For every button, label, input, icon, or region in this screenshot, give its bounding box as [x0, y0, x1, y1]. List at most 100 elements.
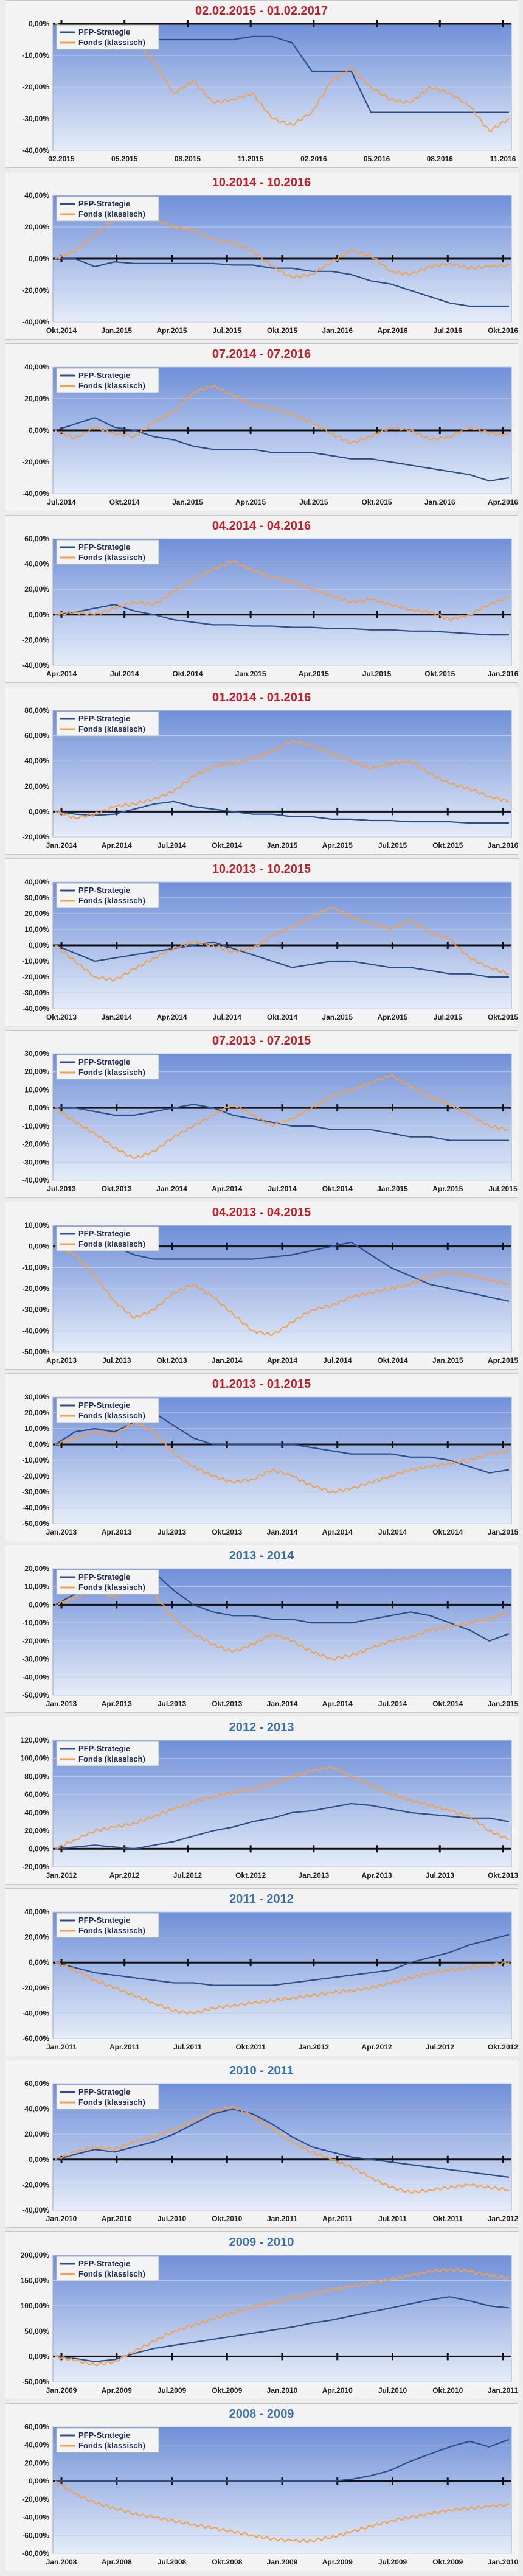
y-tick-label: 60,00% [24, 732, 49, 740]
chart-panel: 04.2013 - 04.2015 10,00% 0,00% -10,00% -20,0… [5, 1202, 518, 1370]
legend-label: Fonds (klassisch) [78, 724, 145, 733]
series-line-fonds-klassisch [55, 2105, 510, 2194]
y-tick-label: 20,00% [24, 223, 49, 231]
y-tick-label: -30,00% [22, 1655, 49, 1664]
legend-label: PFP-Strategie [78, 542, 130, 551]
y-tick-label: 40,00% [24, 1908, 49, 1916]
x-tick-label: Okt.2014 [46, 326, 77, 335]
x-tick-label: Jul.2014 [378, 1699, 407, 1708]
x-tick-label: Apr.2015 [432, 1185, 463, 1193]
y-tick-label: -60,00% [22, 2034, 49, 2043]
x-tick-label: Apr.2015 [322, 841, 353, 850]
y-tick-label: 20,00% [24, 909, 49, 918]
y-tick-label: 0,00% [29, 611, 49, 619]
x-tick-label: Okt.2012 [235, 1871, 266, 1880]
y-tick-label: -20,00% [22, 1984, 49, 1992]
x-tick-label: Okt.2013 [156, 1356, 187, 1365]
x-tick-label: Jul.2010 [378, 2386, 407, 2395]
x-tick-label: Jul.2009 [378, 2558, 407, 2566]
x-tick-label: Jan.2014 [212, 1356, 243, 1365]
x-tick-label: Apr.2013 [102, 1699, 132, 1708]
line-chart: 200,00%150,00%100,00%50,00%0,00%-50,00%J… [21, 2251, 518, 2395]
legend-label: PFP-Strategie [78, 371, 130, 380]
y-tick-label: -20,00% [22, 1284, 49, 1293]
x-tick-label: Okt.2008 [212, 2558, 242, 2566]
series-line-fonds-klassisch [55, 739, 510, 819]
x-tick-label: Apr.2016 [377, 326, 407, 335]
x-tick-label: Okt.2009 [432, 2558, 463, 2566]
y-tick-label: 60,00% [24, 2079, 49, 2088]
legend-box [56, 883, 159, 908]
x-tick-label: Jul.2015 [213, 326, 242, 335]
x-tick-label: 08.2016 [427, 155, 454, 163]
chart-title: 10.2013 - 10.2015 [212, 863, 311, 876]
legend-label: PFP-Strategie [78, 199, 130, 208]
chart-title: 10.2014 - 10.2016 [212, 176, 311, 189]
x-tick-label: Jan.2012 [298, 2043, 329, 2051]
y-tick-label: 20,00% [24, 1933, 49, 1942]
x-tick-label: Apr.2011 [322, 2214, 353, 2223]
x-tick-label: Apr.2012 [109, 1871, 140, 1880]
chart-panel: 01.2014 - 01.2016 80,00% 60,00% 40,00% 20,00… [5, 687, 518, 855]
chart-panel: 2012 - 2013 120,00% 100,00% 80,00% 60,00% 40,… [5, 1717, 518, 1885]
legend-box [56, 24, 159, 50]
y-tick-label: 20,00% [24, 394, 49, 403]
series-line-fonds-klassisch [55, 2267, 510, 2367]
x-tick-label: Jan.2009 [267, 2558, 298, 2566]
line-chart: 80,00%60,00%40,00%20,00%0,00%-20,00%Jan.… [22, 706, 518, 850]
series-line-pfp-strategie [55, 800, 509, 824]
chart-panel: 07.2014 - 07.2016 40,00% 20,00% 0,00% -20,00… [5, 343, 518, 511]
y-tick-label: 0,00% [29, 941, 49, 950]
x-tick-label: Jan.2015 [488, 1699, 518, 1708]
legend-label: PFP-Strategie [78, 2431, 130, 2440]
y-tick-label: 0,00% [29, 2477, 49, 2485]
x-tick-label: Jan.2014 [156, 1185, 187, 1193]
x-tick-label: Jan.2015 [488, 1528, 518, 1536]
x-tick-label: Jul.2011 [173, 2043, 202, 2051]
x-tick-label: Apr.2014 [46, 670, 77, 678]
y-tick-label: 0,00% [29, 2155, 49, 2164]
chart-panel: 10.2013 - 10.2015 40,00% 30,00% 20,00% 10,00… [5, 858, 518, 1026]
y-tick-label: -20,00% [22, 833, 49, 841]
legend-label: PFP-Strategie [78, 2259, 130, 2268]
x-tick-label: Apr.2011 [109, 2043, 140, 2051]
legend-label: Fonds (klassisch) [78, 1583, 145, 1592]
line-chart: 40,00% 20,00% 0,00% -20,00% -40,00%Okt.2014 J… [22, 191, 518, 335]
x-tick-label: Apr.2013 [46, 1356, 77, 1365]
y-tick-label: 20,00% [24, 1827, 49, 1835]
x-tick-label: Jan.2012 [488, 2214, 518, 2223]
series-line-pfp-strategie [55, 941, 509, 978]
x-tick-label: Jan.2015 [101, 326, 132, 335]
chart-title: 2010 - 2011 [229, 2064, 294, 2077]
x-tick-label: Apr.2014 [102, 841, 132, 850]
y-tick-label: 10,00% [24, 1221, 49, 1230]
series-line-pfp-strategie [55, 1237, 510, 1302]
y-tick-label: 100,00% [21, 2301, 50, 2310]
x-tick-label: Jan.2014 [46, 841, 77, 850]
y-tick-label: 40,00% [24, 560, 49, 569]
y-tick-label: 150,00% [21, 2277, 50, 2285]
chart-title: 01.2014 - 01.2016 [212, 691, 311, 704]
x-tick-label: 11.2015 [238, 155, 264, 163]
chart-panel: 10.2014 - 10.2016 40,00% 20,00% 0,00% -20,00… [5, 172, 518, 340]
line-chart: 120,00% 100,00% 80,00% 60,00% 40,00% 20,00% 0,… [21, 1736, 518, 1880]
legend-label: PFP-Strategie [78, 886, 130, 895]
x-tick-label: Okt.2015 [424, 670, 455, 678]
y-tick-label: -40,00% [22, 1176, 49, 1185]
x-tick-label: Okt.2014 [212, 841, 242, 850]
x-tick-label: Okt.2013 [46, 1013, 77, 1021]
legend-label: Fonds (klassisch) [78, 2098, 145, 2107]
legend-label: Fonds (klassisch) [78, 1926, 145, 1935]
legend-label: PFP-Strategie [78, 1916, 130, 1925]
legend-box [56, 1054, 159, 1080]
x-tick-label: Apr.2016 [488, 498, 518, 506]
x-tick-label: 05.2016 [364, 155, 390, 163]
series-line-pfp-strategie [55, 1802, 510, 1850]
series-line-fonds-klassisch [55, 1421, 510, 1494]
x-tick-label: Apr.2015 [377, 1013, 407, 1021]
x-tick-label: Apr.2009 [322, 2558, 353, 2566]
x-tick-label: Apr.2010 [102, 2214, 132, 2223]
x-tick-label: Jul.2016 [434, 326, 463, 335]
x-tick-label: 11.2016 [490, 155, 516, 163]
